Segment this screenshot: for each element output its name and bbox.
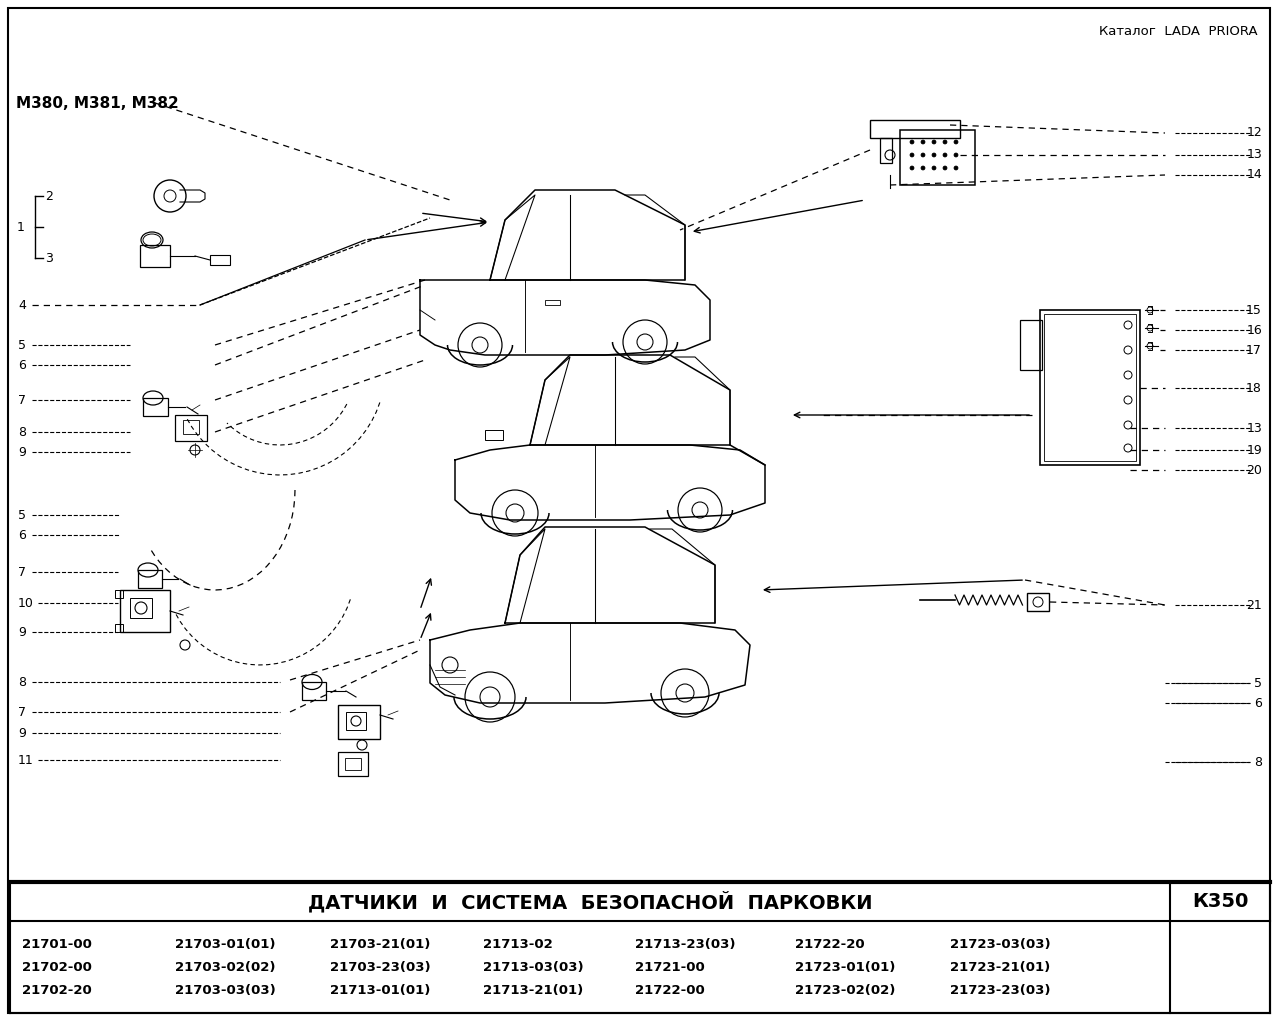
Text: К350: К350 — [1192, 892, 1248, 911]
Bar — [140, 245, 170, 268]
Bar — [1044, 314, 1137, 461]
Text: 6: 6 — [18, 358, 26, 372]
Bar — [302, 682, 326, 700]
Circle shape — [932, 153, 936, 157]
Text: 21722-00: 21722-00 — [635, 983, 705, 996]
Text: 9: 9 — [18, 727, 26, 739]
Bar — [120, 590, 170, 632]
Text: 21721-00: 21721-00 — [635, 961, 705, 973]
Bar — [183, 420, 198, 434]
Text: 7: 7 — [18, 706, 26, 719]
Text: 21713-23(03): 21713-23(03) — [635, 937, 736, 951]
Circle shape — [954, 140, 957, 144]
Text: 21723-03(03): 21723-03(03) — [950, 937, 1051, 951]
Text: 21702-00: 21702-00 — [22, 961, 92, 973]
Bar — [346, 758, 361, 770]
Text: 21723-02(02): 21723-02(02) — [795, 983, 896, 996]
Circle shape — [932, 140, 936, 144]
Text: 21723-23(03): 21723-23(03) — [950, 983, 1051, 996]
Text: Каталог  LADA  PRIORA: Каталог LADA PRIORA — [1100, 25, 1258, 38]
Text: 19: 19 — [1247, 443, 1262, 456]
Text: 13: 13 — [1247, 148, 1262, 161]
Text: 21713-01(01): 21713-01(01) — [330, 983, 430, 996]
Text: 9: 9 — [18, 445, 26, 458]
Text: 21703-01(01): 21703-01(01) — [175, 937, 275, 951]
Text: 21723-21(01): 21723-21(01) — [950, 961, 1051, 973]
Text: 3: 3 — [45, 251, 52, 264]
Text: 21713-02: 21713-02 — [483, 937, 553, 951]
Text: 8: 8 — [18, 676, 26, 688]
Circle shape — [954, 153, 957, 157]
Text: 16: 16 — [1247, 324, 1262, 337]
Circle shape — [943, 166, 947, 171]
Circle shape — [910, 140, 914, 144]
Text: 21701-00: 21701-00 — [22, 937, 92, 951]
Text: 21702-20: 21702-20 — [22, 983, 92, 996]
Text: 20: 20 — [1247, 464, 1262, 477]
Text: 21723-01(01): 21723-01(01) — [795, 961, 896, 973]
Bar — [485, 430, 503, 440]
Text: 10: 10 — [18, 596, 33, 610]
Bar — [143, 398, 168, 416]
Text: 21722-20: 21722-20 — [795, 937, 864, 951]
Text: М380, М381, М382: М380, М381, М382 — [15, 96, 179, 110]
Text: 7: 7 — [18, 566, 26, 579]
Bar — [1027, 593, 1050, 611]
Bar — [881, 138, 892, 163]
Text: 6: 6 — [18, 529, 26, 541]
Bar — [175, 415, 207, 441]
Bar — [210, 255, 230, 265]
Text: 11: 11 — [18, 753, 33, 767]
Text: 5: 5 — [18, 508, 26, 522]
Circle shape — [954, 166, 957, 171]
Text: 2: 2 — [45, 190, 52, 202]
Text: 21703-21(01): 21703-21(01) — [330, 937, 430, 951]
Circle shape — [910, 166, 914, 171]
Circle shape — [922, 140, 925, 144]
Text: 21: 21 — [1247, 598, 1262, 612]
Text: ДАТЧИКИ  И  СИСТЕМА  БЕЗОПАСНОЙ  ПАРКОВКИ: ДАТЧИКИ И СИСТЕМА БЕЗОПАСНОЙ ПАРКОВКИ — [307, 890, 872, 913]
Text: 17: 17 — [1247, 343, 1262, 356]
Text: 13: 13 — [1247, 422, 1262, 435]
Bar — [346, 712, 366, 730]
Bar — [900, 130, 975, 185]
Circle shape — [922, 153, 925, 157]
Circle shape — [943, 140, 947, 144]
Text: 21703-03(03): 21703-03(03) — [175, 983, 275, 996]
Text: 21703-02(02): 21703-02(02) — [175, 961, 275, 973]
Text: 4: 4 — [18, 298, 26, 311]
Bar — [138, 570, 163, 588]
Circle shape — [910, 153, 914, 157]
Text: 14: 14 — [1247, 168, 1262, 182]
Text: 21713-21(01): 21713-21(01) — [483, 983, 584, 996]
Bar — [338, 704, 380, 739]
Text: 5: 5 — [1254, 677, 1262, 689]
Text: 18: 18 — [1247, 382, 1262, 394]
Text: 1: 1 — [17, 221, 26, 234]
Bar — [1020, 320, 1042, 370]
Text: 6: 6 — [1254, 696, 1262, 710]
Bar — [115, 624, 123, 632]
Text: 9: 9 — [18, 626, 26, 638]
Bar — [870, 120, 960, 138]
Bar — [545, 300, 561, 305]
Bar — [131, 598, 152, 618]
Text: 7: 7 — [18, 393, 26, 406]
Circle shape — [932, 166, 936, 171]
Text: 21703-23(03): 21703-23(03) — [330, 961, 430, 973]
Text: 21713-03(03): 21713-03(03) — [483, 961, 584, 973]
Bar — [115, 590, 123, 598]
Text: 8: 8 — [1254, 756, 1262, 769]
Circle shape — [922, 166, 925, 171]
Text: 12: 12 — [1247, 127, 1262, 140]
Bar — [1039, 310, 1140, 465]
Text: 15: 15 — [1247, 303, 1262, 317]
Text: 5: 5 — [18, 339, 26, 351]
Bar — [338, 752, 369, 776]
Circle shape — [943, 153, 947, 157]
Text: 8: 8 — [18, 426, 26, 438]
